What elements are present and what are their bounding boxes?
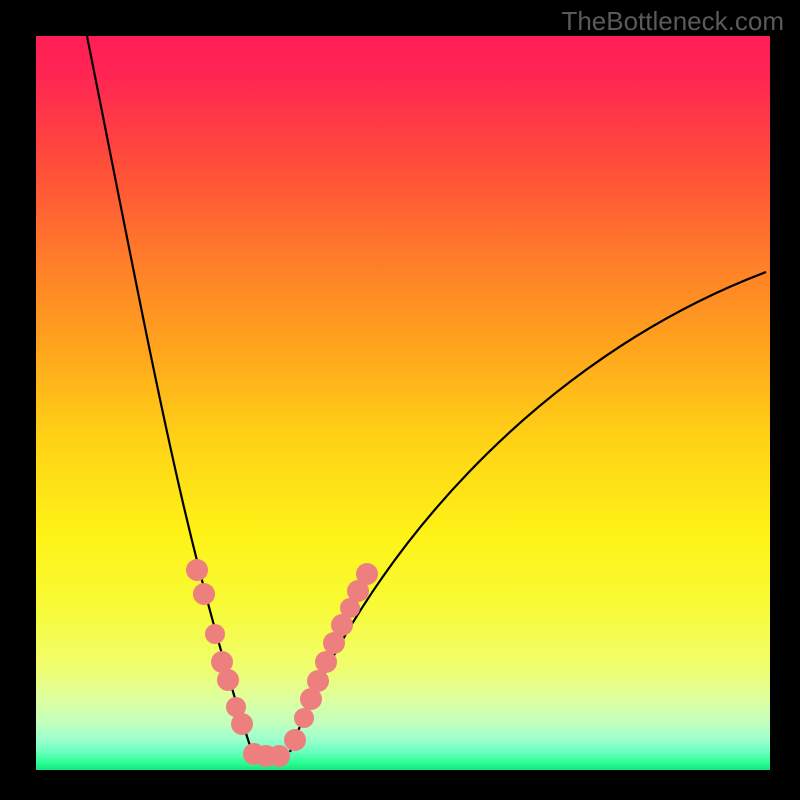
data-dot: [284, 729, 306, 751]
data-dot: [193, 583, 215, 605]
data-dot: [307, 670, 329, 692]
data-dot: [268, 745, 290, 767]
data-dot: [186, 559, 208, 581]
data-dot: [315, 651, 337, 673]
curves-layer: [0, 0, 800, 800]
data-dot: [231, 713, 253, 735]
data-dot: [205, 624, 225, 644]
data-dot: [294, 708, 314, 728]
watermark-text: TheBottleneck.com: [561, 6, 784, 37]
chart-container: TheBottleneck.com: [0, 0, 800, 800]
left-curve: [87, 36, 252, 752]
right-curve: [290, 272, 766, 752]
data-dot: [356, 563, 378, 585]
data-dot: [217, 669, 239, 691]
